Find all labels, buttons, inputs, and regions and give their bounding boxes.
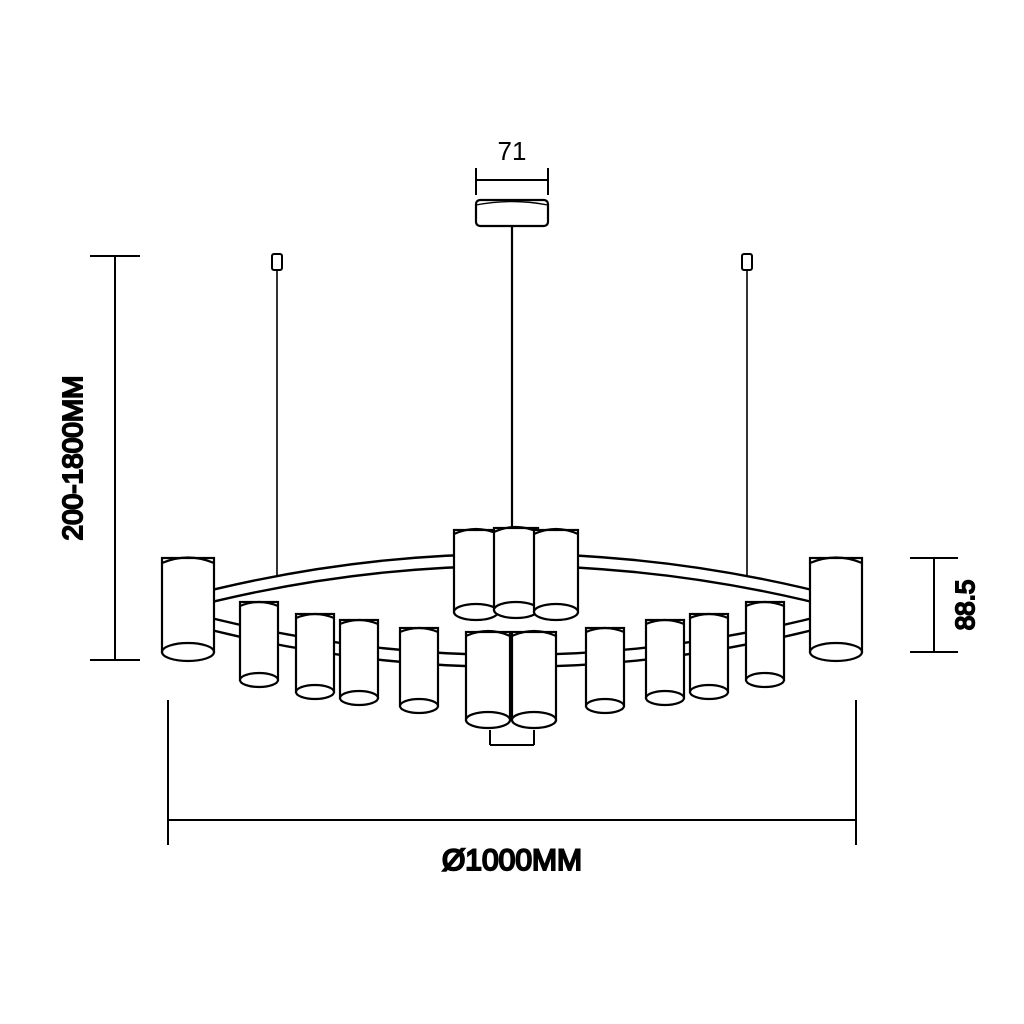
shade-front-7 — [690, 614, 728, 699]
dim-shade-height-label: 88.5 — [950, 580, 980, 631]
shade-back-center-mid — [494, 527, 538, 618]
shade-front-center-right — [512, 631, 556, 728]
shade-front-1 — [240, 602, 278, 687]
dim-canopy-width: 71 — [476, 136, 548, 195]
shade-front-4 — [400, 628, 438, 713]
dim-shade-height: 88.5 — [910, 558, 980, 652]
shade-front-3 — [340, 620, 378, 705]
shade-right-outer — [810, 558, 862, 662]
dim-diameter-label: Ø1000MM — [442, 844, 582, 877]
dim-height: 200-1800MM — [57, 256, 140, 660]
dim-diameter: Ø1000MM — [168, 700, 856, 877]
shade-left-outer — [162, 558, 214, 662]
shade-front-5 — [586, 628, 624, 713]
canopy: 71 — [476, 136, 548, 560]
shade-front-center-left — [466, 631, 510, 728]
shade-back-center-right — [534, 529, 578, 620]
dim-shade-bracket — [490, 730, 534, 745]
shade-front-6 — [646, 620, 684, 705]
dim-canopy-width-label: 71 — [498, 136, 527, 166]
lamp-shades — [162, 527, 862, 728]
shade-back-center-left — [454, 529, 498, 620]
shade-front-8 — [746, 602, 784, 687]
technical-drawing: 71 — [0, 0, 1024, 1024]
shade-front-2 — [296, 614, 334, 699]
dim-height-label: 200-1800MM — [57, 376, 88, 541]
